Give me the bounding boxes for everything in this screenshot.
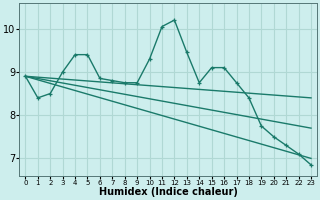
X-axis label: Humidex (Indice chaleur): Humidex (Indice chaleur) bbox=[99, 187, 238, 197]
